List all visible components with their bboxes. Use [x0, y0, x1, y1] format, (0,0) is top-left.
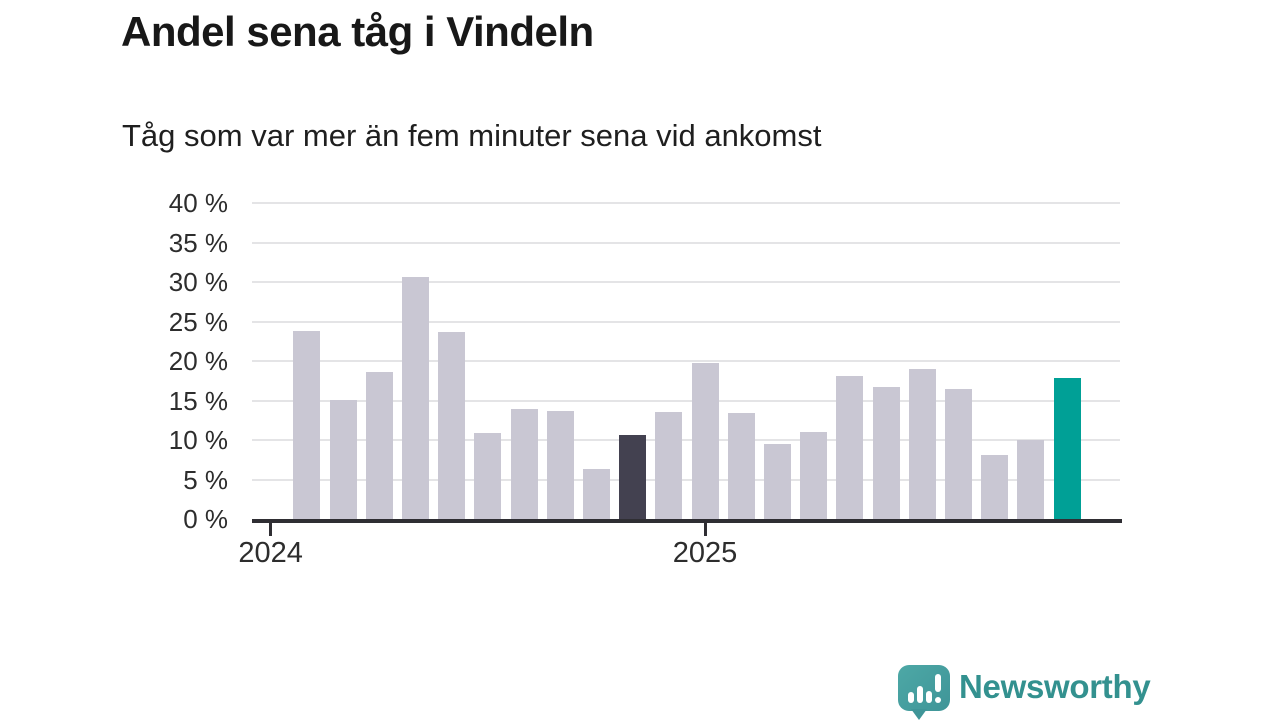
logo-exclamation-line [935, 674, 941, 692]
bar-2025-08 [944, 389, 972, 519]
bar-2025-10 [1017, 440, 1045, 519]
y-tick-label-0: 0 % [183, 504, 228, 534]
logo-mini-bar [926, 691, 932, 703]
bar-2024-05 [401, 277, 429, 519]
newsworthy-logo: Newsworthy [898, 663, 1188, 720]
gridline-10 [252, 439, 1120, 441]
x-tick-mark-2024 [269, 519, 273, 536]
x-tick-label-2024: 2024 [238, 537, 303, 569]
bar-2024-08 [510, 409, 538, 519]
bar-2025-09 [981, 455, 1009, 519]
bar-2025-06 [872, 387, 900, 519]
x-axis-line [252, 519, 1122, 523]
y-tick-label-5: 5 % [183, 464, 228, 495]
bar-2025-11 [1053, 377, 1081, 519]
bar-2024-12 [655, 412, 683, 519]
bar-2025-01 [691, 362, 719, 519]
gridline-30 [252, 281, 1120, 283]
y-tick-label-20: 20 % [168, 346, 228, 376]
y-tick-label-35: 35 % [168, 227, 228, 258]
bar-2024-09 [546, 410, 574, 519]
bar-2024-03 [329, 399, 357, 519]
bar-2025-03 [763, 443, 791, 519]
newsworthy-logo-icon [898, 665, 950, 720]
gridline-15 [252, 399, 1120, 402]
bar-2024-07 [474, 432, 502, 519]
x-tick-mark-2025 [703, 519, 707, 536]
logo-mini-bar [917, 686, 923, 703]
logo-mini-bar [908, 692, 914, 703]
bar-2024-11 [619, 435, 647, 519]
bar-2024-04 [365, 372, 393, 519]
y-tick-label-15: 15 % [168, 385, 228, 416]
x-tick-label-2025: 2025 [672, 537, 738, 569]
gridline-40 [252, 202, 1120, 204]
bar-2025-07 [908, 368, 936, 519]
gridline-35 [252, 241, 1120, 244]
y-tick-label-25: 25 % [168, 306, 228, 337]
bar-2025-02 [727, 413, 755, 519]
logo-exclamation-dot [935, 697, 941, 703]
gridline-25 [252, 320, 1120, 323]
bar-2024-02 [293, 330, 321, 519]
y-tick-label-10: 10 % [168, 425, 228, 455]
gridline-20 [252, 360, 1120, 362]
bar-2025-05 [836, 376, 864, 519]
y-axis-labels: 40 % 35 % 30 % 25 % 20 % 15 % 10 % 5 % 0 % [100, 188, 228, 534]
speech-bubble-tail [911, 709, 927, 720]
bar-chart-plot-area: 2024 2025 [238, 202, 1122, 569]
y-tick-label-40: 40 % [168, 188, 228, 218]
page-title: Andel sena tåg i Vindeln [121, 8, 594, 55]
chart-subtitle: Tåg som var mer än fem minuter sena vid … [122, 118, 822, 153]
newsworthy-logo-text: Newsworthy [959, 668, 1151, 705]
bar-2025-04 [800, 432, 828, 519]
gridline-5 [252, 478, 1120, 481]
y-tick-label-30: 30 % [168, 267, 228, 297]
bar-2024-10 [582, 469, 610, 519]
bar-2024-06 [438, 331, 466, 519]
